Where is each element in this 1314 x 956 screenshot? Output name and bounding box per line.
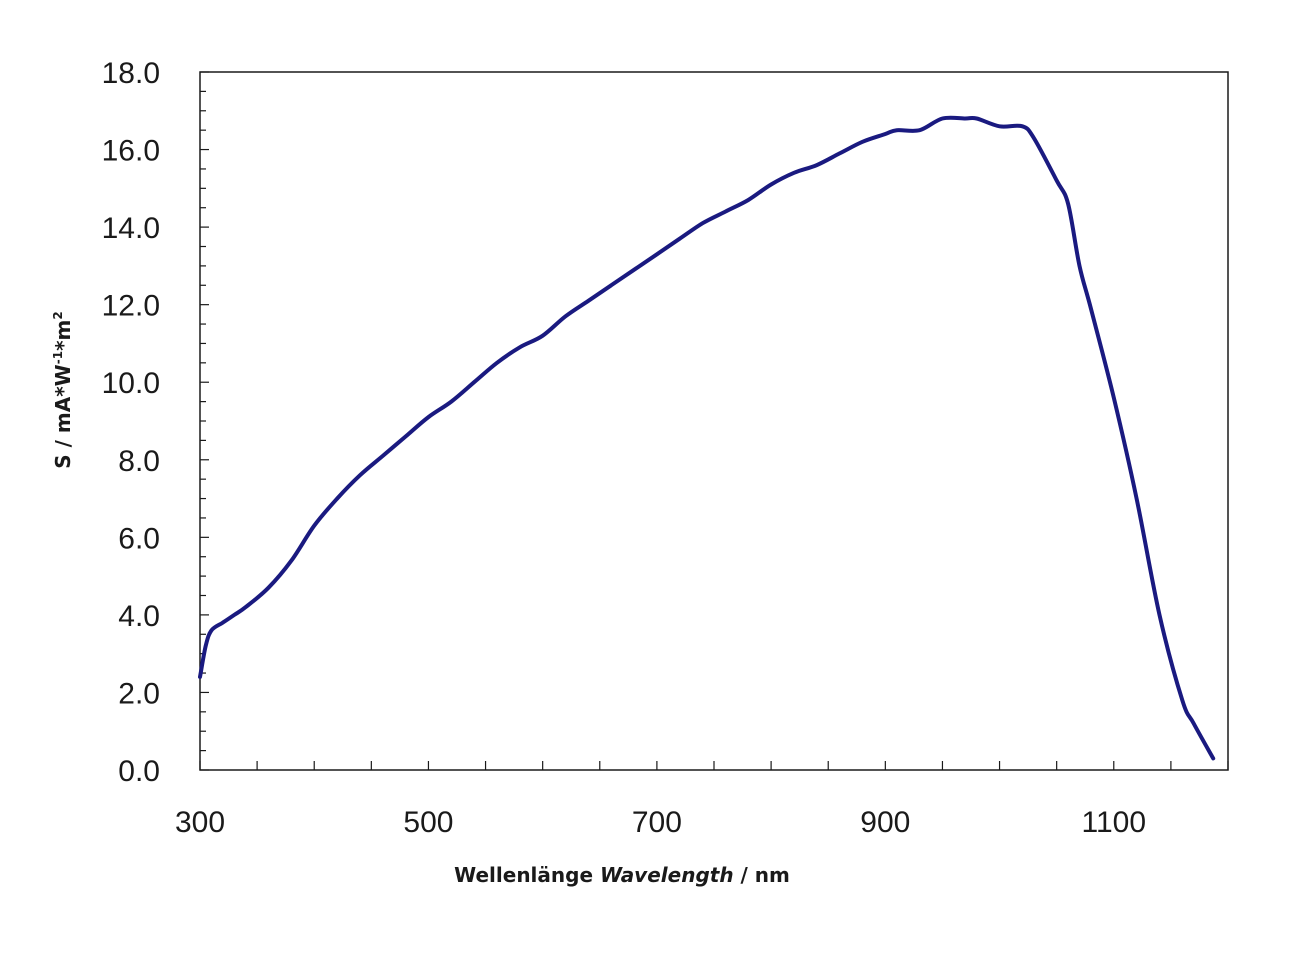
y-tick-label: 4.0 — [118, 600, 160, 633]
sensitivity-curve — [198, 115, 1216, 761]
y-tick-label: 8.0 — [118, 445, 160, 478]
x-tick-label: 900 — [860, 806, 910, 839]
y-tick-label: 10.0 — [102, 367, 160, 400]
y-tick-label: 16.0 — [102, 135, 160, 168]
x-tick-label: 300 — [175, 806, 225, 839]
y-tick-label: 14.0 — [102, 212, 160, 245]
plot-area-frame — [199, 71, 1229, 771]
y-tick-label: 2.0 — [118, 677, 160, 710]
x-axis-tick-labels: 300 500 700 900 1100 — [175, 806, 1146, 839]
x-tick-label: 1100 — [1082, 806, 1147, 839]
y-tick-label: 18.0 — [102, 57, 160, 90]
x-axis-title: Wellenlänge Wavelength / nm — [454, 863, 790, 887]
y-tick-label: 6.0 — [118, 522, 160, 555]
y-tick-label: 12.0 — [102, 290, 160, 323]
x-axis-ticks — [199, 761, 1229, 770]
y-axis-tick-labels: 0.0 2.0 4.0 6.0 8.0 10.0 12.0 14.0 16.0 18.0 — [102, 57, 160, 788]
y-axis-title: S / mA*W-1*m2 — [51, 311, 75, 469]
x-tick-label: 700 — [632, 806, 682, 839]
y-tick-label: 0.0 — [118, 755, 160, 788]
x-tick-label: 500 — [403, 806, 453, 839]
